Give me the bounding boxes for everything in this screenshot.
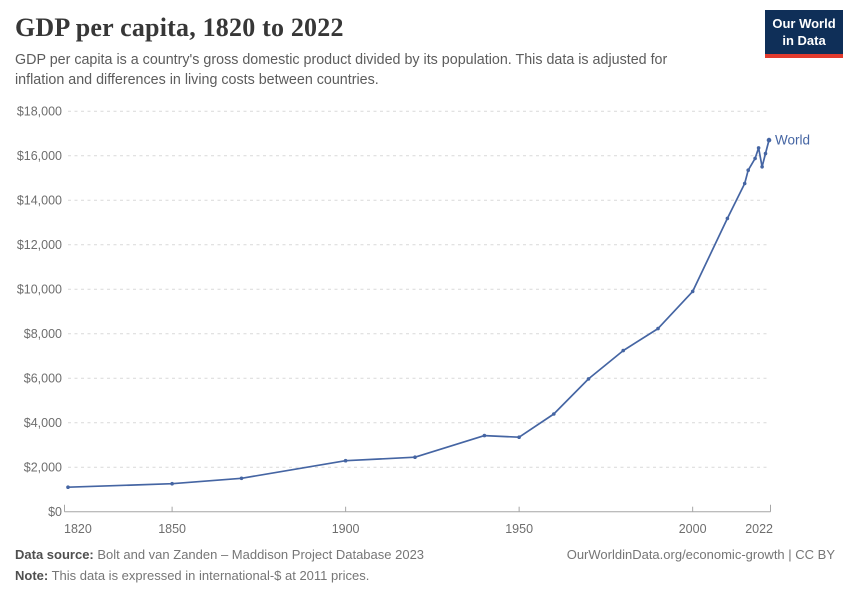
data-point (760, 165, 764, 169)
data-point (766, 137, 772, 143)
x-tick-label: 1850 (158, 522, 186, 536)
x-tick-label: 1950 (505, 522, 533, 536)
owid-url-link[interactable]: OurWorldinData.org/economic-growth | CC … (566, 547, 835, 562)
y-tick-label: $2,000 (24, 461, 62, 475)
data-point (239, 476, 244, 481)
y-tick-label: $16,000 (17, 149, 62, 163)
data-point (756, 146, 761, 150)
data-point (170, 481, 174, 486)
data-point (552, 412, 556, 416)
data-point (343, 458, 348, 463)
series-line-world (67, 139, 770, 489)
data-point (413, 455, 417, 460)
y-tick-label: $8,000 (24, 327, 62, 341)
source-text: Bolt and van Zanden – Maddison Project D… (93, 547, 425, 562)
series-label-world: World (775, 133, 810, 148)
data-point (586, 377, 591, 381)
owid-logo-line2: in Data (782, 32, 826, 48)
y-tick-label: $12,000 (17, 238, 62, 252)
owid-logo-line1: Our World (772, 16, 836, 31)
page-title: GDP per capita, 1820 to 2022 (15, 13, 344, 42)
x-tick-label: 1900 (332, 522, 360, 536)
data-point (725, 216, 730, 221)
data-point (482, 433, 487, 438)
source-line: Data source: Bolt and van Zanden – Maddi… (15, 545, 424, 566)
data-point (690, 289, 695, 294)
data-point (656, 326, 660, 331)
source-label: Data source: (15, 547, 94, 562)
data-point (621, 348, 625, 353)
data-point (753, 156, 757, 161)
note-line: Note: This data is expressed in internat… (15, 566, 424, 587)
chart-footer-source: Data source: Bolt and van Zanden – Maddi… (15, 545, 424, 586)
data-point (742, 181, 747, 186)
y-tick-label: $10,000 (17, 283, 62, 297)
y-tick-label: $14,000 (17, 194, 62, 208)
y-tick-label: $0 (48, 505, 62, 519)
y-tick-label: $18,000 (17, 105, 62, 119)
data-point (517, 435, 521, 440)
note-label: Note: (15, 567, 49, 583)
data-point (66, 485, 70, 490)
y-tick-label: $4,000 (24, 416, 62, 430)
x-tick-label: 1820 (64, 522, 92, 536)
note-text: This data is expressed in international-… (48, 567, 370, 583)
y-tick-label: $6,000 (24, 372, 62, 386)
x-tick-label: 2022 (745, 522, 773, 536)
chart-subtitle: GDP per capita is a country's gross dome… (15, 52, 668, 88)
data-point (763, 151, 768, 156)
owid-logo[interactable]: Our World in Data (765, 10, 843, 58)
x-tick-label: 2000 (679, 522, 707, 536)
data-point (746, 168, 750, 172)
